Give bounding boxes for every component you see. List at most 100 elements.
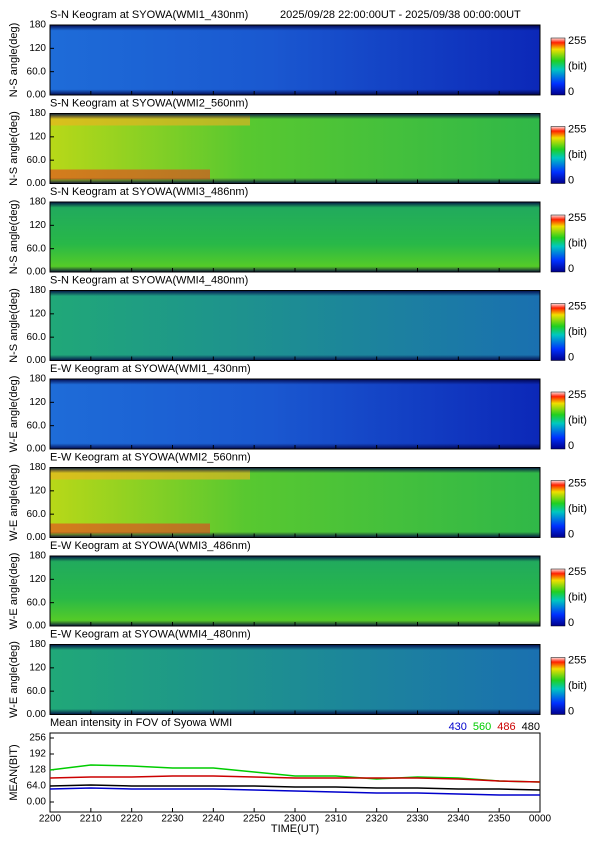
colorbar-label: (bit) (568, 591, 587, 603)
x-tick-label: 2220 (121, 814, 144, 825)
x-tick-label: 2240 (202, 814, 225, 825)
y-tick-label: 60.0 (27, 597, 47, 608)
y-tick-label: 60.0 (27, 155, 47, 166)
time-range: 2025/09/28 22:00:00UT - 2025/09/38 00:00… (280, 9, 521, 21)
panel-title: S-N Keogram at SYOWA(WMI3_486nm) (50, 186, 248, 198)
legend: 430 560 486 480 (449, 721, 540, 733)
y-tick-label: 60.0 (27, 66, 47, 77)
y-tick-label: 128 (29, 765, 46, 776)
colorbar-label: (bit) (568, 60, 587, 72)
colorbar-tick-label: 0 (568, 617, 574, 629)
y-tick-label: 120 (29, 220, 46, 231)
colorbar-tick-label: 0 (568, 351, 574, 363)
colorbar-label: (bit) (568, 237, 587, 249)
y-tick-label: 0.00 (27, 797, 47, 808)
panel-title: E-W Keogram at SYOWA(WMI3_486nm) (50, 540, 251, 552)
y-tick-label: 0.00 (27, 444, 47, 455)
x-tick-label: 0000 (529, 814, 552, 825)
colorbar (550, 480, 566, 538)
y-tick-label: 120 (29, 43, 46, 54)
x-tick-label: 2340 (447, 814, 470, 825)
y-tick-label: 180 (29, 462, 46, 473)
colorbar-tick-label: 255 (568, 35, 586, 47)
y-tick-label: 180 (29, 20, 46, 31)
y-tick-label: 60.0 (27, 509, 47, 520)
y-axis-label: N-S angle(deg) (8, 23, 20, 98)
y-tick-label: 180 (29, 551, 46, 562)
keogram-image (50, 644, 540, 715)
keogram-image (50, 113, 540, 184)
colorbar (550, 568, 566, 627)
y-tick-label: 60.0 (27, 243, 47, 254)
x-tick-label: 2230 (161, 814, 184, 825)
y-tick-label: 60.0 (27, 420, 47, 431)
colorbar-tick-label: 0 (568, 528, 574, 540)
y-axis-label: N-S angle(deg) (8, 288, 20, 363)
x-tick-label: 2210 (80, 814, 103, 825)
y-axis-label: W-E angle(deg) (8, 553, 20, 630)
colorbar-tick-label: 0 (568, 263, 574, 275)
x-tick-label: 2300 (284, 814, 307, 825)
x-tick-label: 2200 (39, 814, 62, 825)
panel-title: S-N Keogram at SYOWA(WMI1_430nm) (50, 9, 248, 21)
colorbar-tick-label: 0 (568, 705, 574, 717)
colorbar-label: (bit) (568, 414, 587, 426)
y-tick-label: 0.00 (27, 90, 47, 101)
keogram-image (50, 202, 540, 272)
y-axis-label: N-S angle(deg) (8, 111, 20, 186)
y-tick-label: 0.00 (27, 532, 47, 543)
series-line (49, 784, 541, 791)
colorbar-tick-label: 255 (568, 123, 586, 135)
y-axis-label: MEAN(BIT) (8, 744, 20, 800)
y-tick-label: 180 (29, 108, 46, 119)
colorbar-tick-label: 0 (568, 86, 574, 98)
colorbar-tick-label: 0 (568, 440, 574, 452)
keogram-image (50, 556, 540, 626)
colorbar-label: (bit) (568, 680, 587, 692)
keogram-image (50, 467, 540, 538)
y-tick-label: 192 (29, 749, 46, 760)
keogram-image (50, 379, 540, 449)
legend-entry: 430 (449, 721, 467, 733)
y-tick-label: 180 (29, 374, 46, 385)
colorbar-tick-label: 0 (568, 174, 574, 186)
y-tick-label: 180 (29, 639, 46, 650)
y-tick-label: 120 (29, 131, 46, 142)
colorbar (550, 37, 566, 96)
y-tick-label: 0.00 (27, 267, 47, 278)
colorbar (550, 303, 566, 361)
y-tick-label: 0.00 (27, 178, 47, 189)
colorbar (550, 657, 566, 715)
y-tick-label: 120 (29, 662, 46, 673)
colorbar (550, 391, 566, 450)
x-tick-label: 2350 (488, 814, 511, 825)
y-tick-label: 180 (29, 285, 46, 296)
panel-title: E-W Keogram at SYOWA(WMI4_480nm) (50, 628, 251, 640)
plot-frame (49, 732, 541, 813)
y-tick-label: 0.00 (27, 621, 47, 632)
y-tick-label: 120 (29, 574, 46, 585)
colorbar-tick-label: 255 (568, 300, 586, 312)
panel-title: E-W Keogram at SYOWA(WMI1_430nm) (50, 363, 251, 375)
y-tick-label: 256 (29, 733, 46, 744)
colorbar-label: (bit) (568, 149, 587, 161)
y-axis-label: W-E angle(deg) (8, 376, 20, 453)
y-tick-label: 0.00 (27, 355, 47, 366)
y-axis-label: W-E angle(deg) (8, 464, 20, 541)
chart-title: Mean intensity in FOV of Syowa WMI (50, 717, 232, 729)
colorbar-label: (bit) (568, 503, 587, 515)
colorbar-tick-label: 255 (568, 389, 586, 401)
panel-title: E-W Keogram at SYOWA(WMI2_560nm) (50, 451, 251, 463)
y-tick-label: 120 (29, 485, 46, 496)
keogram-image (50, 290, 540, 361)
legend-entry: 480 (522, 721, 540, 733)
series-line (49, 775, 541, 783)
colorbar (550, 214, 566, 273)
x-tick-label: 2330 (406, 814, 429, 825)
keogram-image (50, 25, 540, 95)
colorbar-tick-label: 255 (568, 212, 586, 224)
x-tick-label: 2320 (366, 814, 389, 825)
x-tick-label: 2250 (243, 814, 266, 825)
legend-entry: 486 (497, 721, 515, 733)
y-tick-label: 60.0 (27, 332, 47, 343)
